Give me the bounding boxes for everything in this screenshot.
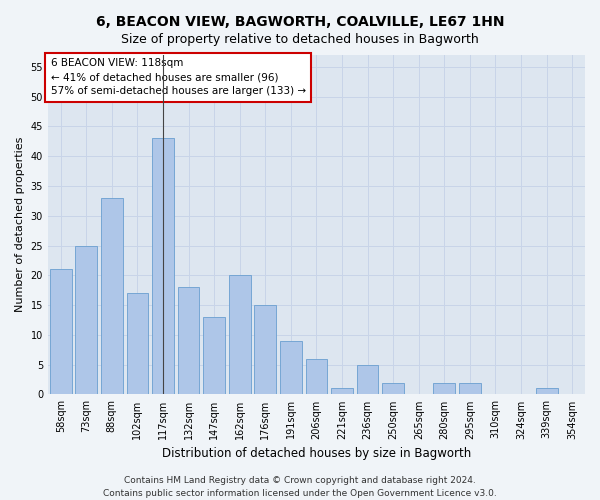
X-axis label: Distribution of detached houses by size in Bagworth: Distribution of detached houses by size … [162, 447, 471, 460]
Bar [127, 293, 148, 394]
Bar [76, 246, 97, 394]
Bar [178, 287, 199, 395]
Bar [203, 317, 225, 394]
Bar [357, 364, 379, 394]
Bar [254, 305, 276, 394]
Bar [152, 138, 174, 394]
Text: Size of property relative to detached houses in Bagworth: Size of property relative to detached ho… [121, 32, 479, 46]
Bar [331, 388, 353, 394]
Text: 6 BEACON VIEW: 118sqm
← 41% of detached houses are smaller (96)
57% of semi-deta: 6 BEACON VIEW: 118sqm ← 41% of detached … [50, 58, 306, 96]
Bar [305, 358, 328, 394]
Bar [50, 270, 71, 394]
Bar [229, 276, 251, 394]
Bar [382, 382, 404, 394]
Bar [433, 382, 455, 394]
Text: Contains HM Land Registry data © Crown copyright and database right 2024.
Contai: Contains HM Land Registry data © Crown c… [103, 476, 497, 498]
Text: 6, BEACON VIEW, BAGWORTH, COALVILLE, LE67 1HN: 6, BEACON VIEW, BAGWORTH, COALVILLE, LE6… [96, 15, 504, 29]
Bar [101, 198, 123, 394]
Bar [280, 341, 302, 394]
Bar [536, 388, 557, 394]
Bar [459, 382, 481, 394]
Y-axis label: Number of detached properties: Number of detached properties [15, 137, 25, 312]
